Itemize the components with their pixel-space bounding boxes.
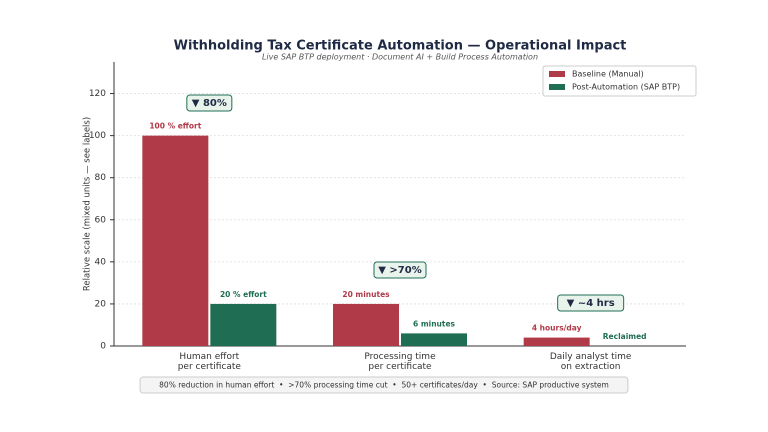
x-tick-label: Daily analyst time on extraction <box>550 352 632 372</box>
y-tick-label: 0 <box>100 342 106 352</box>
annotation-text: ▼ >70% <box>378 265 422 276</box>
legend-box <box>542 65 697 97</box>
annotation-box <box>557 294 625 312</box>
bar <box>401 333 467 346</box>
legend-swatch <box>549 84 565 90</box>
legend-label: Baseline (Manual) <box>572 70 644 79</box>
value-label: 20 % effort <box>220 290 267 299</box>
value-label: 6 minutes <box>413 319 456 328</box>
chart-title: Withholding Tax Certificate Automation —… <box>174 39 627 54</box>
value-label: 100 % effort <box>149 122 201 131</box>
x-tick-label: Human effort per certificate <box>178 352 242 372</box>
y-tick-label: 40 <box>95 257 107 267</box>
x-tick-line: Daily analyst time <box>550 352 632 362</box>
legend-label: Post-Automation (SAP BTP) <box>572 83 680 92</box>
y-tick-label: 80 <box>95 173 107 183</box>
bar <box>142 135 209 346</box>
chart-subtitle: Live SAP BTP deployment · Document AI + … <box>262 53 538 62</box>
x-tick-line: per certificate <box>178 362 242 372</box>
y-tick-label: 60 <box>95 215 107 225</box>
footer-box <box>139 376 629 394</box>
annotation-text: ▼ ~4 hrs <box>567 298 615 309</box>
x-tick-line: on extraction <box>561 362 621 372</box>
value-label: Reclaimed <box>603 332 647 341</box>
legend-swatch <box>549 71 565 77</box>
annotation-text: ▼ 80% <box>192 98 227 109</box>
y-axis-label: Relative scale (mixed units — see labels… <box>83 117 93 291</box>
annotation-box <box>373 261 427 279</box>
annotation: ▼ >70% <box>373 261 427 279</box>
x-tick-label: Processing time per certificate <box>364 352 436 372</box>
value-label: 20 minutes <box>342 290 390 299</box>
annotation-box <box>186 94 233 112</box>
value-label: 4 hours/day <box>532 324 582 333</box>
bar <box>333 303 399 346</box>
bar <box>210 303 277 346</box>
x-tick-line: Processing time <box>364 352 436 362</box>
x-tick-line: per certificate <box>368 362 432 372</box>
y-tick-label: 100 <box>89 131 106 141</box>
y-tick-label: 20 <box>95 299 107 309</box>
annotation: ▼ ~4 hrs <box>557 294 625 312</box>
footer-text: 80% reduction in human effort • >70% pro… <box>159 381 609 390</box>
annotation: ▼ 80% <box>186 94 233 112</box>
bar <box>523 337 590 346</box>
y-tick-label: 120 <box>89 89 106 99</box>
x-tick-line: Human effort <box>179 352 239 362</box>
